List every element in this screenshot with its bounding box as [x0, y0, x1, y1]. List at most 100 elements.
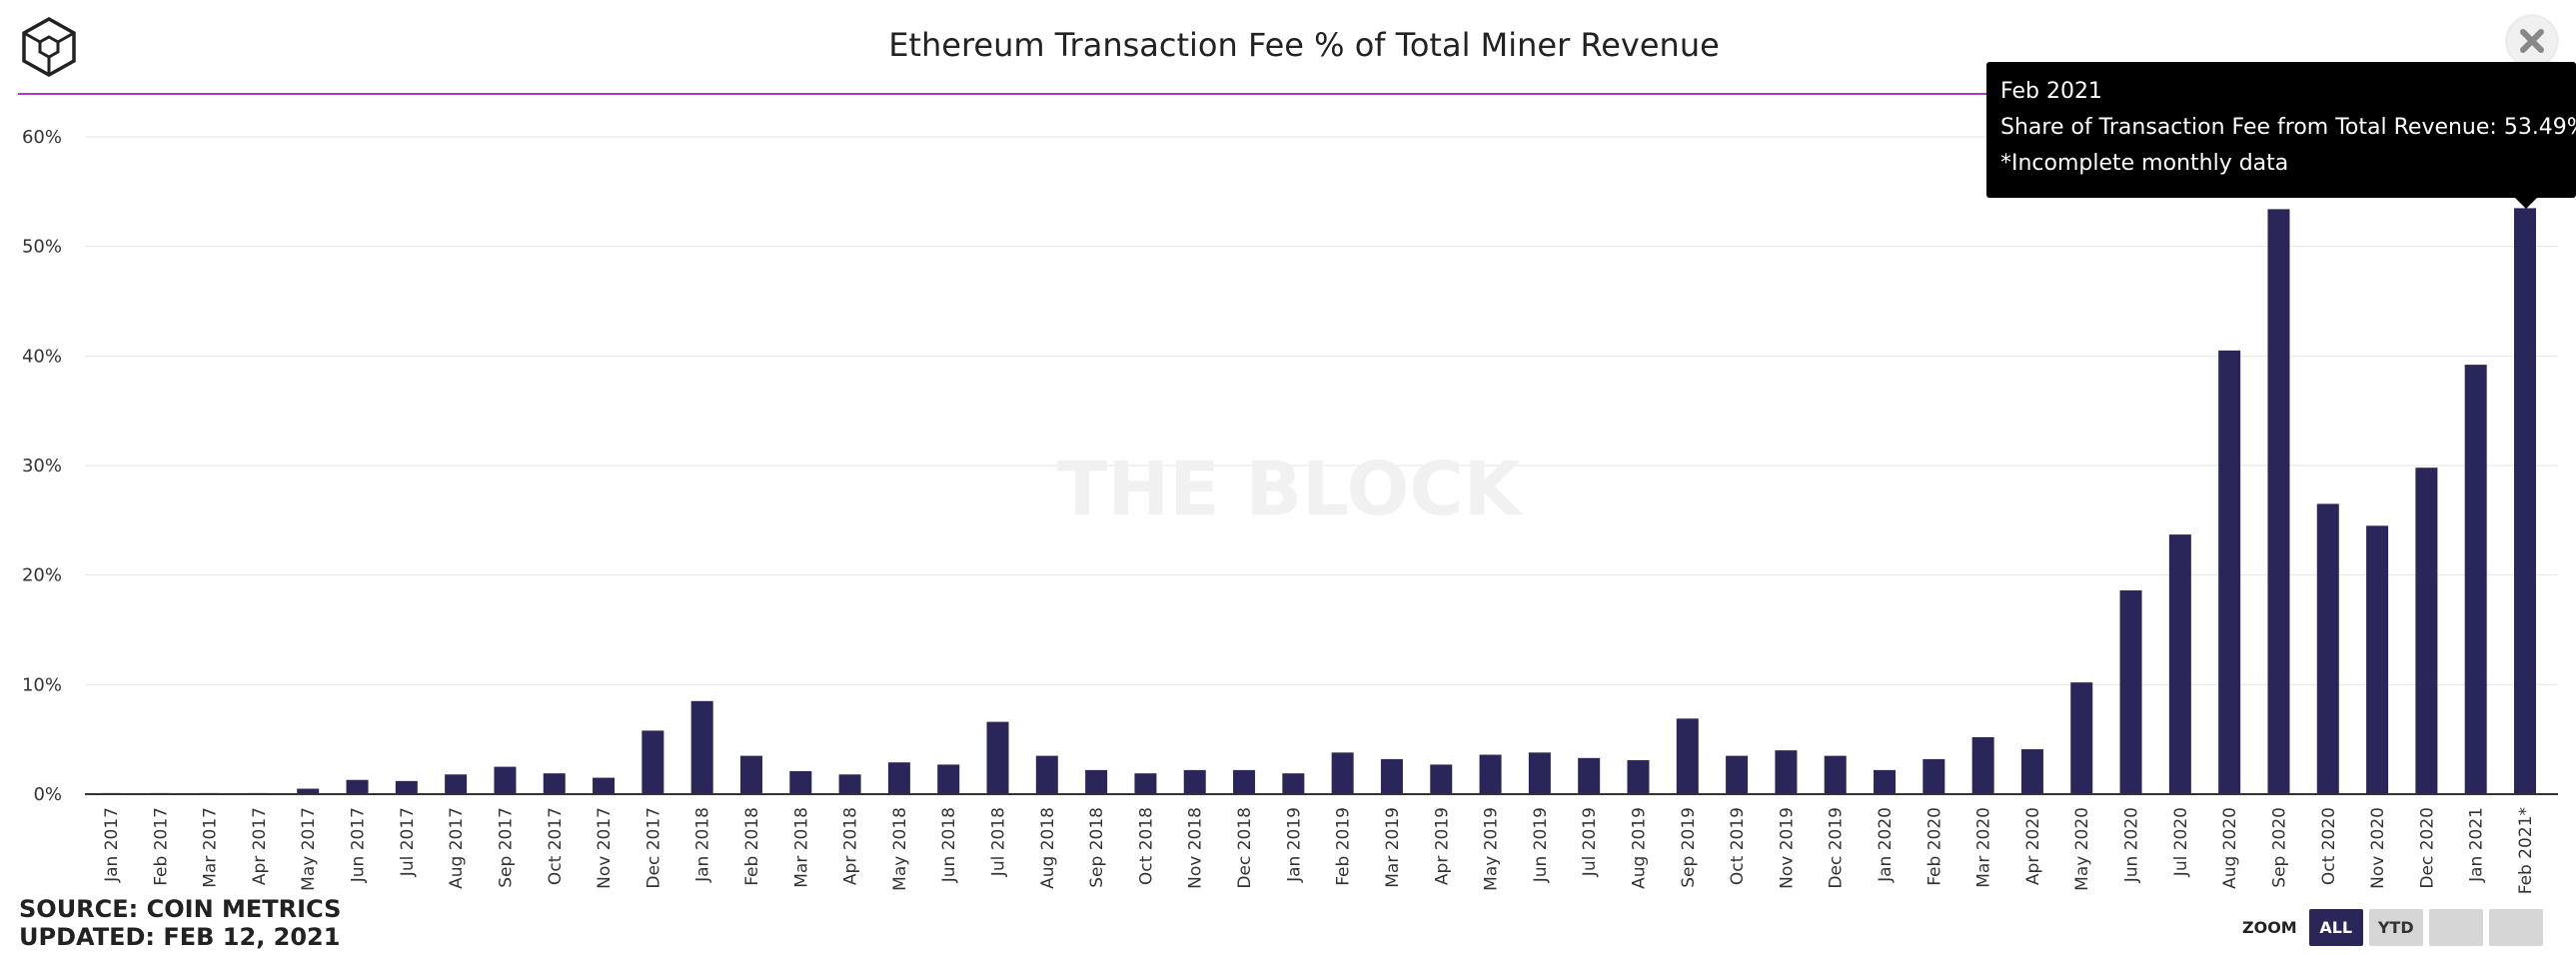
y-tick-label: 60% — [22, 127, 62, 148]
bar — [1183, 769, 1206, 794]
x-tick-label: Jun 2020 — [2122, 807, 2142, 883]
tooltip-note: *Incomplete monthly data — [2000, 151, 2289, 176]
x-tick-label: Sep 2020 — [2269, 807, 2289, 888]
close-button[interactable] — [2507, 16, 2557, 66]
bar — [789, 770, 812, 794]
x-tick-label: Apr 2020 — [2023, 807, 2043, 885]
bar — [1233, 769, 1256, 794]
bar — [2316, 503, 2339, 794]
bar — [1479, 754, 1502, 794]
zoom-label: ZOOM — [2242, 917, 2297, 937]
x-tick-label: Aug 2017 — [447, 807, 467, 889]
source-label: SOURCE: COIN METRICS — [19, 895, 342, 923]
zoom-all-button[interactable]: ALL — [2308, 908, 2363, 946]
x-tick-label: Sep 2019 — [1679, 807, 1699, 888]
zoom-option-button[interactable] — [2488, 908, 2543, 946]
x-tick-label: Oct 2017 — [546, 807, 566, 885]
x-tick-label: Jul 2018 — [989, 807, 1009, 877]
bar — [1430, 764, 1453, 794]
x-tick-label: Mar 2020 — [1974, 807, 1994, 888]
x-tick-label: Dec 2020 — [2417, 807, 2437, 889]
x-tick-label: Jan 2020 — [1876, 807, 1896, 883]
x-tick-label: Jan 2017 — [102, 807, 122, 883]
tooltip-pointer — [2514, 197, 2538, 209]
x-tick-label: Apr 2017 — [250, 807, 270, 885]
bar — [642, 730, 664, 794]
bar — [395, 780, 418, 794]
bar — [1331, 752, 1354, 794]
close-icon — [2520, 29, 2544, 53]
x-tick-label: Sep 2018 — [1087, 807, 1107, 888]
bar — [593, 777, 616, 794]
x-tick-label: May 2019 — [1482, 807, 1502, 891]
bar — [1134, 773, 1157, 794]
x-tick-label: Jan 2018 — [693, 807, 713, 883]
x-tick-label: Jan 2019 — [1284, 807, 1304, 883]
x-tick-label: Aug 2019 — [1629, 807, 1649, 889]
tooltip-date: Feb 2021 — [2000, 79, 2102, 104]
x-tick-label: Jan 2021 — [2467, 807, 2487, 883]
x-tick-label: Nov 2018 — [1186, 807, 1206, 889]
tooltip-value: Share of Transaction Fee from Total Reve… — [2000, 115, 2576, 140]
bar — [1380, 758, 1403, 794]
x-tick-label: Apr 2019 — [1432, 807, 1452, 885]
bar — [2514, 208, 2536, 794]
x-tick-label: Feb 2017 — [151, 807, 171, 886]
x-tick-label: Feb 2018 — [742, 807, 762, 886]
bar — [986, 721, 1009, 794]
bar — [1923, 758, 1945, 794]
x-tick-label: Dec 2017 — [644, 807, 663, 889]
bar — [1874, 769, 1897, 794]
bar — [1282, 773, 1305, 794]
bar — [1676, 718, 1699, 794]
x-tick-label: Oct 2018 — [1136, 807, 1156, 885]
x-tick-label: Oct 2020 — [2319, 807, 2339, 885]
bar — [346, 779, 369, 794]
bar — [1035, 755, 1058, 794]
bar — [838, 774, 861, 794]
zoom-option-button[interactable] — [2428, 908, 2483, 946]
bar — [2119, 590, 2142, 794]
bar — [1726, 755, 1749, 794]
bar — [2464, 365, 2487, 794]
y-tick-label: 20% — [22, 565, 62, 586]
chart-title: Ethereum Transaction Fee % of Total Mine… — [888, 26, 1720, 64]
x-tick-label: Mar 2019 — [1383, 807, 1403, 888]
x-tick-label: Nov 2019 — [1777, 807, 1797, 889]
y-tick-label: 40% — [22, 346, 62, 367]
x-tick-label: Jul 2019 — [1580, 807, 1600, 877]
x-tick-label: Jul 2020 — [2171, 807, 2191, 877]
bar — [1578, 757, 1601, 794]
x-tick-label: Dec 2018 — [1235, 807, 1255, 889]
bar — [1824, 755, 1847, 794]
bar — [445, 774, 468, 794]
bar-chart: 0% 10% 20% 30% 40% 50% 60% THE BLOCK Jan 2017 Feb… — [22, 127, 2558, 894]
y-tick-label: 30% — [22, 456, 62, 477]
x-tick-label: Nov 2017 — [595, 807, 615, 889]
zoom-controls: ZOOM ALL YTD — [2242, 908, 2543, 946]
bar — [937, 764, 960, 794]
bar — [1971, 736, 1994, 794]
x-tick-label: Mar 2018 — [791, 807, 811, 888]
bar — [494, 766, 517, 794]
bar — [2218, 350, 2241, 794]
bar — [2415, 468, 2438, 794]
source-note: SOURCE: COIN METRICS UPDATED: FEB 12, 20… — [19, 895, 341, 951]
x-tick-label: Oct 2019 — [1728, 807, 1748, 885]
bar — [2267, 209, 2290, 794]
bar — [887, 762, 910, 794]
x-tick-label: Apr 2018 — [841, 807, 861, 885]
bar — [2020, 749, 2043, 794]
y-tick-label: 10% — [22, 674, 62, 695]
bar — [297, 788, 320, 794]
bar — [2070, 682, 2093, 794]
x-tick-label: Dec 2019 — [1827, 807, 1847, 889]
the-block-logo-icon[interactable] — [18, 16, 80, 78]
x-tick-label: Mar 2017 — [201, 807, 221, 888]
zoom-ytd-button[interactable]: YTD — [2368, 908, 2423, 946]
x-tick-label: May 2020 — [2072, 807, 2092, 891]
bar — [1627, 760, 1650, 794]
x-tick-label: Nov 2020 — [2368, 807, 2388, 889]
x-tick-label: May 2018 — [890, 807, 910, 891]
x-tick-label: Jun 2019 — [1531, 807, 1551, 883]
